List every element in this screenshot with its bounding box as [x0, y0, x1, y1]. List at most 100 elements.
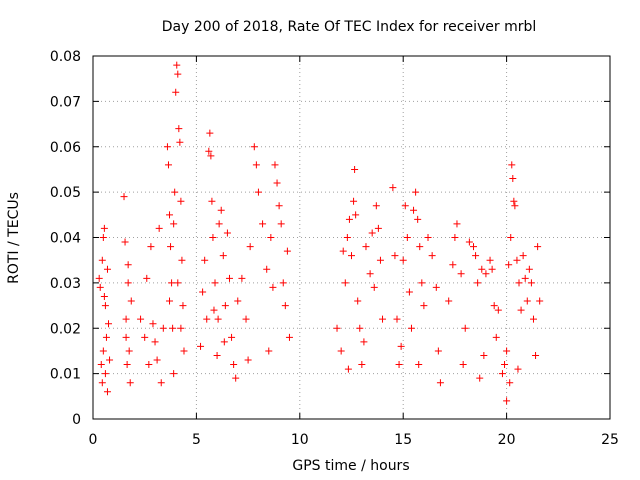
- data-point: [151, 338, 159, 346]
- data-point: [529, 315, 537, 323]
- data-point: [486, 256, 494, 264]
- data-point: [490, 302, 498, 310]
- data-point: [206, 129, 214, 137]
- data-point: [416, 243, 424, 251]
- data-point: [170, 220, 178, 228]
- data-point: [177, 324, 185, 332]
- data-point: [147, 243, 155, 251]
- data-point: [100, 224, 108, 232]
- data-point: [101, 302, 109, 310]
- data-point: [354, 297, 362, 305]
- data-point: [101, 370, 109, 378]
- data-point: [102, 333, 110, 341]
- data-point: [168, 279, 176, 287]
- data-point: [213, 351, 221, 359]
- data-point: [366, 270, 374, 278]
- data-point: [175, 125, 183, 133]
- data-point: [127, 297, 135, 305]
- y-tick-label: 0.01: [50, 367, 81, 383]
- data-point: [167, 243, 175, 251]
- data-point: [122, 315, 130, 323]
- data-point: [125, 347, 133, 355]
- data-point: [412, 188, 420, 196]
- data-point: [410, 206, 418, 214]
- data-point: [137, 315, 145, 323]
- data-point: [445, 297, 453, 305]
- data-point: [99, 234, 107, 241]
- data-point: [362, 243, 370, 251]
- y-tick-label: 0.04: [50, 231, 81, 247]
- data-point: [343, 234, 351, 241]
- data-point: [401, 202, 409, 210]
- plot-frame: [92, 55, 611, 420]
- y-tick-label: 0: [72, 412, 81, 428]
- data-point: [532, 351, 540, 359]
- data-point: [179, 302, 187, 310]
- data-point: [478, 265, 486, 273]
- data-point: [166, 211, 174, 219]
- data-point: [470, 243, 478, 251]
- data-point: [345, 215, 353, 223]
- data-point: [277, 220, 285, 228]
- y-tick-label: 0.07: [50, 94, 81, 110]
- y-tick-label: 0.05: [50, 185, 81, 201]
- data-point: [177, 197, 185, 205]
- data-point: [356, 324, 364, 332]
- data-point: [506, 379, 514, 387]
- data-point: [124, 279, 132, 287]
- data-point: [254, 188, 262, 196]
- data-point: [149, 320, 157, 328]
- data-point: [126, 379, 134, 387]
- data-point: [210, 306, 218, 314]
- data-point: [521, 274, 529, 282]
- data-point: [436, 379, 444, 387]
- data-point: [492, 333, 500, 341]
- data-points: [95, 61, 544, 405]
- data-point: [145, 361, 153, 369]
- data-point: [509, 175, 517, 183]
- data-point: [265, 347, 273, 355]
- x-tick-label: 20: [498, 432, 516, 448]
- data-point: [420, 302, 428, 310]
- y-tick-label: 0.03: [50, 276, 81, 292]
- data-point: [350, 197, 358, 205]
- data-point: [281, 302, 289, 310]
- x-tick-label: 0: [89, 432, 98, 448]
- data-point: [457, 270, 465, 278]
- data-point: [341, 279, 349, 287]
- data-point: [476, 374, 484, 382]
- data-point: [372, 202, 380, 210]
- data-point: [97, 361, 105, 369]
- data-point: [368, 229, 376, 237]
- data-point: [275, 202, 283, 210]
- data-point: [507, 234, 515, 241]
- data-point: [503, 347, 511, 355]
- data-point: [474, 279, 482, 287]
- data-point: [511, 202, 519, 210]
- data-point: [352, 211, 360, 219]
- data-point: [415, 361, 423, 369]
- data-point: [514, 365, 522, 373]
- data-point: [207, 152, 215, 160]
- data-point: [389, 184, 397, 192]
- data-point: [205, 147, 213, 155]
- data-point: [124, 261, 132, 269]
- data-point: [201, 256, 209, 264]
- data-point: [153, 356, 161, 364]
- data-point: [225, 274, 233, 282]
- data-point: [143, 274, 151, 282]
- data-point: [351, 165, 359, 173]
- data-point: [172, 88, 180, 96]
- y-axis-label: ROTI / TECUs: [6, 192, 22, 284]
- x-tick-label: 25: [601, 432, 619, 448]
- data-point: [214, 315, 222, 323]
- grid-lines: [93, 56, 610, 419]
- data-point: [432, 283, 440, 291]
- data-point: [95, 274, 103, 282]
- y-tick-label: 0.08: [50, 49, 81, 65]
- data-point: [523, 297, 531, 305]
- data-point: [513, 256, 521, 264]
- data-point: [508, 161, 516, 169]
- data-point: [121, 238, 129, 246]
- data-point: [120, 193, 128, 201]
